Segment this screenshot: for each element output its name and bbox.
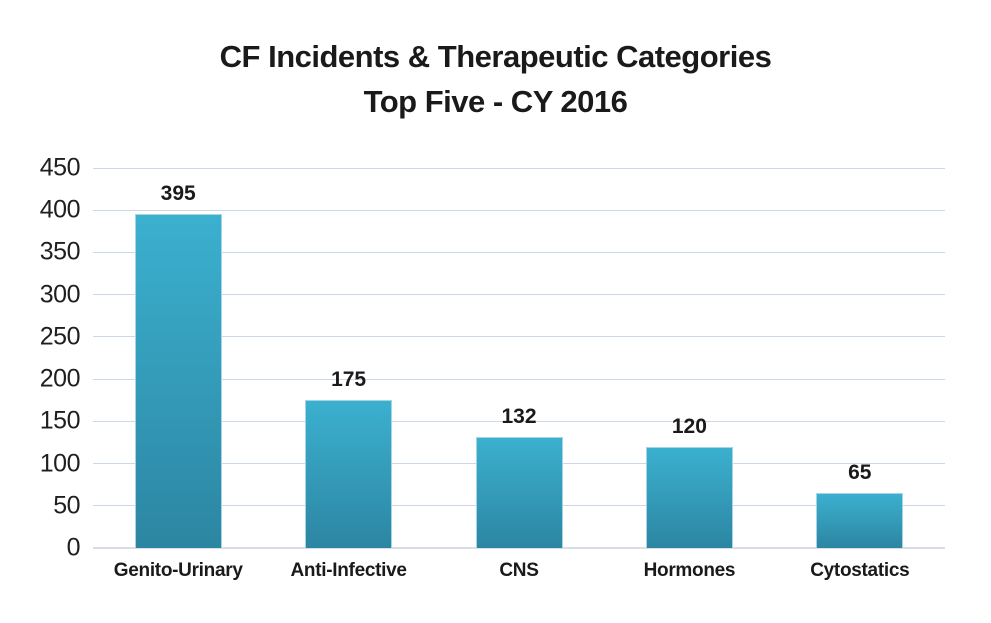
x-axis-baseline — [93, 547, 945, 549]
y-tick-label: 400 — [39, 195, 81, 224]
gridline — [93, 251, 945, 253]
chart-title: CF Incidents & Therapeutic Categories To… — [0, 34, 991, 124]
bar-genito-urinary — [134, 214, 222, 548]
bar-value-label: 132 — [501, 404, 537, 428]
plot-area: 395 175 132 120 65 — [93, 167, 945, 549]
y-tick-label: 350 — [39, 237, 81, 266]
y-tick-label: 100 — [39, 449, 81, 478]
y-tick-label: 450 — [39, 153, 81, 182]
x-axis-label: Genito-Urinary — [113, 560, 243, 581]
gridline — [93, 294, 945, 296]
bar-value-label: 65 — [848, 461, 872, 485]
chart-title-line1: CF Incidents & Therapeutic Categories — [219, 39, 772, 74]
bar-value-label: 175 — [331, 368, 367, 392]
y-tick-label: 250 — [39, 322, 81, 351]
x-axis-label: Anti-Infective — [290, 560, 407, 581]
x-axis-labels: Genito-Urinary Anti-Infective CNS Hormones C… — [93, 560, 945, 590]
x-axis-label: Hormones — [643, 560, 736, 581]
y-tick-label: 150 — [39, 406, 81, 435]
y-tick-label: 50 — [53, 491, 80, 520]
gridline — [93, 378, 945, 380]
y-tick-label: 200 — [39, 364, 81, 393]
y-tick-label: 0 — [66, 533, 81, 562]
x-axis-label: CNS — [499, 560, 539, 581]
bar-anti-infective — [305, 400, 393, 548]
gridline — [93, 209, 945, 211]
x-axis-label: Cytostatics — [810, 560, 910, 581]
bar-value-label: 395 — [160, 182, 196, 206]
y-axis-tick-labels: 0 50 100 150 200 250 300 350 400 450 — [0, 154, 81, 562]
chart-title-line2: Top Five - CY 2016 — [363, 84, 628, 119]
bar-cytostatics — [816, 493, 904, 548]
gridline — [93, 167, 945, 169]
bar-cns — [475, 436, 563, 548]
bar-hormones — [645, 446, 733, 548]
y-tick-label: 300 — [39, 280, 81, 309]
gridline — [93, 336, 945, 338]
bar-value-label: 120 — [671, 414, 707, 438]
gridline — [93, 420, 945, 422]
